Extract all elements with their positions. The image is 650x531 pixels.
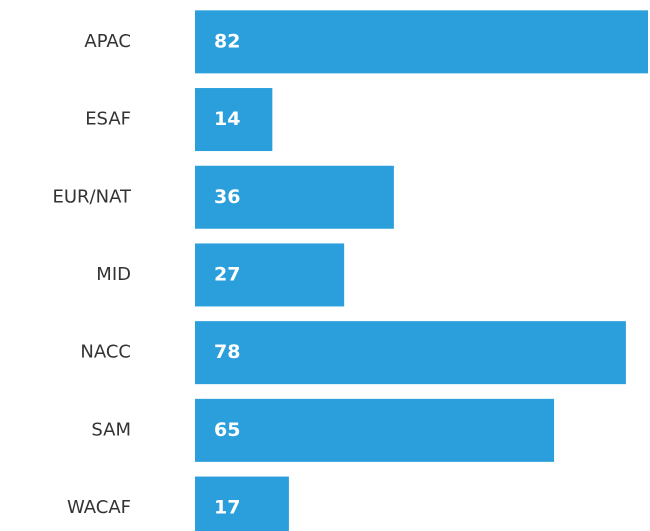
category-label: MID <box>96 264 131 285</box>
value-label: 36 <box>214 186 240 208</box>
category-label: ESAF <box>85 109 131 130</box>
bar <box>195 321 626 385</box>
category-label: APAC <box>84 31 131 52</box>
category-label: WACAF <box>67 497 131 518</box>
bar <box>195 88 273 152</box>
bar <box>195 243 345 307</box>
category-label: EUR/NAT <box>53 186 133 207</box>
category-label: NACC <box>80 342 131 363</box>
bar <box>195 398 555 462</box>
category-label: SAM <box>91 419 131 440</box>
value-label: 27 <box>214 263 240 285</box>
bar <box>195 165 394 229</box>
value-label: 82 <box>214 30 240 52</box>
value-label: 78 <box>214 341 240 363</box>
value-label: 65 <box>214 419 240 441</box>
value-label: 17 <box>214 497 240 519</box>
value-label: 14 <box>214 108 240 130</box>
bar <box>195 10 648 74</box>
bar <box>195 476 289 531</box>
